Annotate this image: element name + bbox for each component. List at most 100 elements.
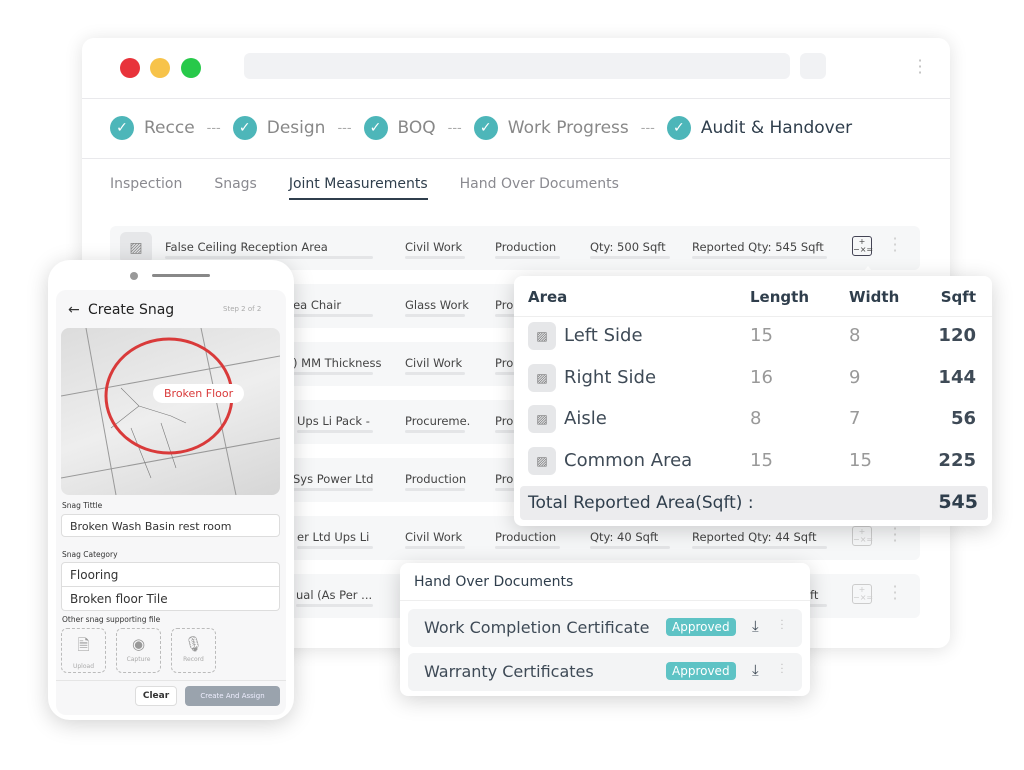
check-icon: ✓ bbox=[110, 116, 134, 140]
step-boq[interactable]: ✓ BOQ bbox=[363, 116, 436, 140]
progress-bar bbox=[258, 314, 373, 317]
row-name: er Ltd Ups Li bbox=[297, 530, 370, 544]
doc-name: Work Completion Certificate bbox=[424, 618, 650, 637]
row-type: Production bbox=[405, 472, 467, 486]
capture-button[interactable]: ◉ Capture bbox=[116, 628, 161, 673]
more-icon[interactable]: · · · bbox=[892, 577, 898, 608]
more-icon[interactable]: · · · bbox=[892, 519, 898, 550]
step-separator: --- bbox=[640, 120, 655, 136]
calculator-icon[interactable]: +−×= bbox=[852, 584, 874, 604]
progress-bar bbox=[405, 372, 465, 375]
more-icon[interactable]: · · · bbox=[780, 616, 784, 635]
progress-bar bbox=[590, 256, 670, 259]
row-name: False Ceiling Reception Area bbox=[165, 240, 328, 254]
progress-bar bbox=[405, 256, 465, 259]
width-value: 7 bbox=[849, 408, 861, 429]
progress-bar bbox=[293, 372, 373, 375]
row-reported-qty: Reported Qty: 545 Sqft bbox=[692, 240, 824, 254]
screen-title: Create Snag bbox=[88, 302, 175, 318]
area-name: Right Side bbox=[564, 366, 657, 388]
phone-create-snag: ← Create Snag Step 2 of 2 Broken Floor S… bbox=[48, 260, 294, 720]
capture-label: Capture bbox=[126, 656, 151, 663]
clear-button[interactable]: Clear bbox=[135, 686, 177, 706]
row-name: ual (As Per ... bbox=[296, 588, 373, 602]
progress-bar bbox=[296, 604, 373, 607]
progress-steps: ✓ Recce --- ✓ Design --- ✓ BOQ --- ✓ Work Pr… bbox=[110, 116, 852, 140]
minimize-window-dot[interactable] bbox=[150, 58, 170, 78]
measurement-row: ▨ Common Area 15 15 225 bbox=[514, 442, 992, 482]
calculator-icon[interactable]: +−×= bbox=[852, 526, 874, 546]
image-icon: ▨ bbox=[120, 232, 152, 264]
calculator-icon[interactable]: +−×= bbox=[852, 236, 874, 256]
area-name: Common Area bbox=[564, 449, 693, 471]
length-value: 16 bbox=[750, 366, 773, 388]
image-icon: ▨ bbox=[528, 405, 556, 433]
divider bbox=[56, 680, 286, 681]
record-button[interactable]: 🎙 Record bbox=[171, 628, 216, 673]
close-window-dot[interactable] bbox=[120, 58, 140, 78]
image-icon: ▨ bbox=[528, 322, 556, 350]
doc-row[interactable]: Warranty Certificates Approved ⤓ · · · bbox=[408, 653, 802, 691]
tab-joint-measurements[interactable]: Joint Measurements bbox=[288, 176, 428, 200]
download-icon[interactable]: ⤓ bbox=[752, 661, 759, 679]
tab-hand-over-documents[interactable]: Hand Over Documents bbox=[459, 176, 619, 192]
microphone-icon: 🎙 bbox=[183, 635, 204, 653]
check-icon: ✓ bbox=[363, 116, 388, 140]
progress-bar bbox=[405, 430, 465, 433]
doc-row[interactable]: Work Completion Certificate Approved ⤓ ·… bbox=[408, 609, 802, 647]
sqft-value: 225 bbox=[938, 449, 976, 471]
progress-bar bbox=[405, 546, 465, 549]
row-type: Civil Work bbox=[405, 356, 463, 370]
progress-bar bbox=[495, 256, 560, 259]
maximize-window-dot[interactable] bbox=[181, 58, 201, 78]
progress-bar bbox=[293, 488, 373, 491]
row-type: Civil Work bbox=[405, 530, 463, 544]
check-icon: ✓ bbox=[232, 116, 257, 140]
sqft-value: 144 bbox=[938, 366, 976, 388]
step-recce[interactable]: ✓ Recce bbox=[110, 116, 195, 140]
sqft-value: 120 bbox=[938, 325, 976, 346]
step-design[interactable]: ✓ Design bbox=[232, 116, 325, 140]
measurement-row: ▨ Aisle 8 7 56 bbox=[514, 400, 992, 440]
step-separator: --- bbox=[337, 120, 352, 136]
step-label: Audit & Handover bbox=[700, 118, 853, 138]
tab-inspection[interactable]: Inspection bbox=[110, 176, 183, 192]
doc-name: Warranty Certificates bbox=[424, 662, 594, 681]
width-value: 15 bbox=[849, 449, 872, 471]
area-name: Left Side bbox=[564, 325, 643, 346]
row-stage: Pro bbox=[495, 414, 514, 428]
header-area: Area bbox=[528, 288, 568, 306]
browser-button[interactable] bbox=[800, 53, 826, 79]
download-icon[interactable]: ⤓ bbox=[752, 617, 759, 635]
length-value: 15 bbox=[750, 325, 773, 346]
camera-icon: ◉ bbox=[131, 635, 146, 653]
progress-bar bbox=[590, 546, 670, 549]
step-label: Recce bbox=[144, 118, 195, 138]
row-stage: Production bbox=[495, 530, 557, 544]
more-icon[interactable]: · · · bbox=[780, 660, 784, 679]
header-length: Length bbox=[750, 288, 809, 306]
step-separator: --- bbox=[447, 120, 462, 136]
step-audit-handover[interactable]: ✓ Audit & Handover bbox=[666, 116, 853, 140]
row-reported-qty: ft bbox=[810, 588, 819, 602]
header-sqft: Sqft bbox=[940, 288, 976, 306]
snag-title-input[interactable]: Broken Wash Basin rest room bbox=[61, 514, 280, 537]
snag-subcategory-select[interactable]: Broken floor Tile bbox=[61, 586, 280, 611]
image-icon: ▨ bbox=[528, 363, 556, 392]
card-title: Hand Over Documents bbox=[414, 574, 574, 590]
more-icon[interactable]: · · · bbox=[917, 51, 923, 82]
check-icon: ✓ bbox=[473, 116, 498, 140]
table-row[interactable]: ▨ False Ceiling Reception Area Civil Wor… bbox=[110, 226, 920, 270]
tab-snags[interactable]: Snags bbox=[214, 176, 257, 192]
total-label: Total Reported Area(Sqft) : bbox=[528, 493, 754, 513]
create-and-assign-button[interactable]: Create And Assign bbox=[185, 686, 280, 706]
back-arrow-icon[interactable]: ← bbox=[68, 302, 80, 318]
step-indicator: Step 2 of 2 bbox=[223, 305, 262, 313]
address-bar[interactable] bbox=[244, 53, 790, 79]
upload-button[interactable]: 🗎 Upload bbox=[61, 628, 106, 673]
snag-category-select[interactable]: Flooring bbox=[61, 562, 280, 587]
divider bbox=[82, 98, 950, 99]
row-type: Glass Work bbox=[405, 298, 469, 312]
more-icon[interactable]: · · · bbox=[892, 229, 898, 260]
step-work-progress[interactable]: ✓ Work Progress bbox=[473, 116, 629, 140]
